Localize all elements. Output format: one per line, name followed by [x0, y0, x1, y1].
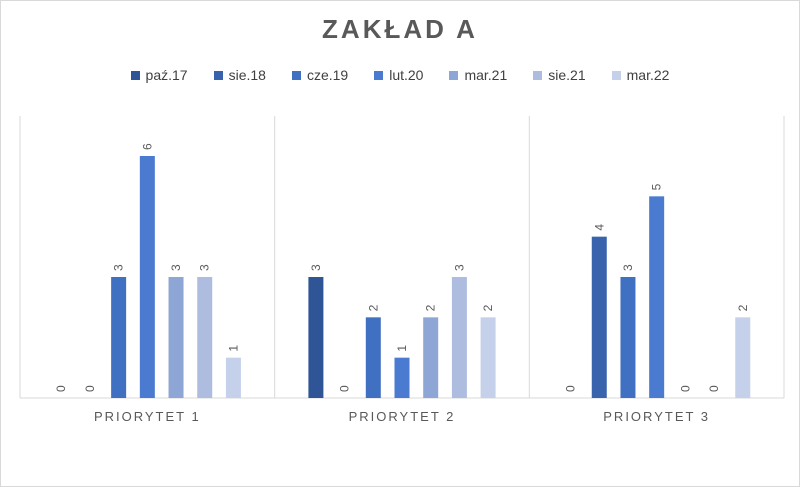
legend-swatch	[611, 70, 621, 80]
bar	[649, 196, 665, 398]
legend-swatch	[291, 70, 301, 80]
data-label: 2	[481, 304, 495, 311]
legend-label: mar.22	[626, 67, 670, 83]
bar	[394, 357, 410, 398]
data-label: 2	[424, 304, 438, 311]
legend-label: mar.21	[464, 67, 508, 83]
category-label: PRIORYTET 3	[603, 409, 710, 424]
data-label: 3	[198, 264, 212, 271]
bar	[735, 317, 751, 398]
bar	[451, 277, 467, 398]
legend-swatch	[374, 70, 384, 80]
legend-item: cze.19	[291, 67, 349, 83]
data-label: 3	[621, 264, 635, 271]
legend-label: paź.17	[145, 67, 188, 83]
legend-item: lut.20	[374, 67, 423, 83]
data-label: 0	[707, 385, 721, 392]
legend-label: cze.19	[306, 67, 349, 83]
data-label: 3	[309, 264, 323, 271]
legend-label: sie.21	[548, 67, 586, 83]
data-label: 6	[140, 143, 154, 150]
legend-swatch	[130, 70, 140, 80]
data-label: 0	[338, 385, 352, 392]
category-label: PRIORYTET 1	[94, 409, 201, 424]
bar	[620, 277, 636, 398]
bar	[423, 317, 439, 398]
legend-item: sie.18	[213, 67, 266, 83]
data-label: 1	[395, 345, 409, 352]
bar	[365, 317, 381, 398]
data-label: 3	[112, 264, 126, 271]
legend-swatch	[213, 70, 223, 80]
legend-item: mar.21	[449, 67, 507, 83]
chart-legend: paź.17 sie.18 cze.19 lut.20 mar.21 sie.21 mar.…	[0, 67, 800, 83]
legend-label: sie.18	[228, 67, 266, 83]
data-label: 3	[452, 264, 466, 271]
legend-item: sie.21	[533, 67, 586, 83]
bar	[111, 277, 127, 398]
bar	[197, 277, 213, 398]
data-label: 1	[226, 345, 240, 352]
data-label: 0	[564, 385, 578, 392]
bar	[308, 277, 324, 398]
chart-title: ZAKŁAD A	[322, 14, 478, 44]
bar	[139, 156, 155, 398]
data-label: 3	[169, 264, 183, 271]
legend-label: lut.20	[389, 67, 424, 83]
category-label: PRIORYTET 2	[349, 409, 456, 424]
legend-item: paź.17	[130, 67, 188, 83]
bar	[168, 277, 184, 398]
bar	[480, 317, 496, 398]
data-label: 5	[650, 183, 664, 190]
bar	[225, 357, 241, 398]
data-label: 0	[83, 385, 97, 392]
legend-item: mar.22	[611, 67, 670, 83]
data-label: 0	[54, 385, 68, 392]
legend-swatch	[533, 70, 543, 80]
data-label: 2	[366, 304, 380, 311]
data-label: 2	[736, 304, 750, 311]
data-label: 0	[678, 385, 692, 392]
data-label: 4	[592, 224, 606, 231]
bar	[591, 236, 607, 398]
legend-swatch	[449, 70, 459, 80]
